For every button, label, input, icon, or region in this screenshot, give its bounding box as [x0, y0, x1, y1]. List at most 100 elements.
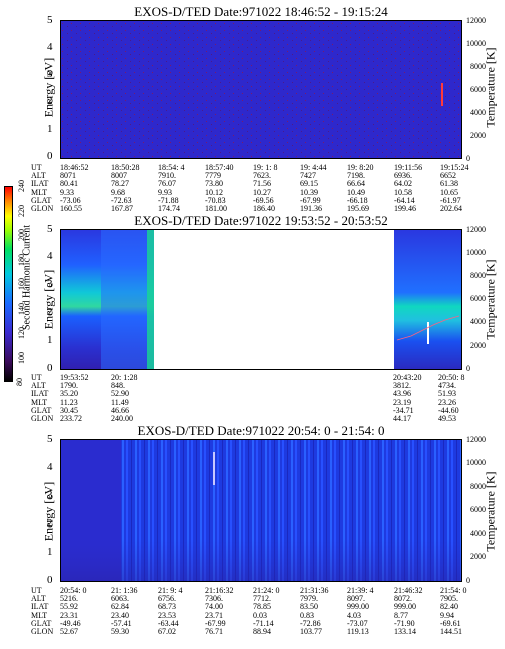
p2-cell-glat-0: 30.45	[60, 405, 78, 415]
p2-cell-ut-2: 20:43:20	[393, 373, 422, 382]
p1-cell-mlt-7: 10.58	[394, 187, 412, 197]
p3-ytick-4: 4	[47, 461, 53, 473]
p1-cell-mlt-4: 10.27	[253, 187, 271, 197]
p1-cell-alt-7: 6936.	[394, 171, 412, 181]
p3-y2tick-6000: 6000	[470, 505, 486, 514]
p3-cell-ilat-7: 999.00	[394, 602, 416, 612]
p1-cell-mlt-2: 9.93	[158, 187, 172, 197]
p3-cell-alt-6: 8097.	[347, 594, 365, 604]
p1-cell-alt-6: 7198.	[347, 171, 365, 181]
p2-y2tick-2000: 2000	[470, 341, 486, 350]
p3-y2tick-8000: 8000	[470, 482, 486, 491]
p1-cell-glon-4: 186.40	[253, 204, 275, 213]
p1-cell-ilat-2: 76.07	[158, 179, 176, 189]
p1-y2label: Temperature [K]	[483, 47, 498, 128]
p1-cell-ut-5: 19: 4:44	[300, 163, 327, 172]
panel3-title: EXOS-D/TED Date:971022 20:54: 0 - 21:54:…	[137, 423, 385, 438]
panel2-svg	[61, 230, 461, 369]
p1-label-glat: GLAT	[31, 195, 52, 205]
p3-cell-mlt-5: 0.83	[300, 610, 314, 620]
p3-cell-mlt-7: 8.77	[394, 610, 408, 620]
p1-cell-glon-1: 167.87	[111, 204, 133, 213]
p1-label-glon: GLON	[31, 204, 54, 214]
p3-cell-ilat-8: 82.40	[440, 602, 458, 612]
p1-cell-mlt-1: 9.68	[111, 187, 125, 197]
p1-cell-mlt-0: 9.33	[60, 187, 74, 197]
p3-cell-glon-4: 88.94	[253, 627, 271, 636]
p3-y2tick-2000: 2000	[470, 552, 486, 561]
p3-cell-ut-4: 21:24: 0	[253, 586, 280, 595]
p2-cell-ut-0: 19:53:52	[60, 373, 89, 382]
p3-cell-glat-5: -72.86	[300, 618, 321, 628]
p1-cell-glon-7: 199.46	[394, 204, 416, 213]
p2-cell-mlt-0: 11.23	[60, 397, 78, 407]
p2-cell-alt-2: 3812.	[393, 381, 411, 391]
p2-ytick-2: 2	[47, 306, 53, 318]
p2-ytick-5: 5	[47, 223, 53, 235]
p2-cell-ilat-2: 43.96	[393, 389, 411, 399]
p1-cell-mlt-8: 10.65	[440, 187, 458, 197]
p3-cell-mlt-6: 4.03	[347, 610, 361, 620]
p3-cell-ilat-0: 55.92	[60, 602, 78, 612]
p1-cell-glat-4: -69.56	[253, 195, 274, 205]
p2-cell-ilat-0: 35.20	[60, 389, 78, 399]
p3-cell-alt-0: 5216.	[60, 594, 78, 604]
p1-cell-alt-3: 7779	[205, 171, 221, 181]
p3-cell-ilat-2: 68.73	[158, 602, 176, 612]
p3-cell-glat-0: -49.46	[60, 618, 81, 628]
p3-y2tick-12000: 12000	[466, 435, 486, 444]
p1-cell-mlt-6: 10.49	[347, 187, 365, 197]
p3-cell-ilat-1: 62.84	[111, 602, 129, 612]
p2-label-glat: GLAT	[31, 405, 52, 415]
p3-cell-glon-2: 67.02	[158, 627, 176, 636]
p2-y2tick-4000: 4000	[470, 317, 486, 326]
colorbar-tick-240: 240	[17, 180, 26, 192]
p3-cell-glat-2: -63.44	[158, 618, 179, 628]
p2-y2tick-8000: 8000	[470, 271, 486, 280]
p1-ytick-0: 0	[47, 150, 53, 162]
p3-row-labels: UT ALT ILAT MLT GLAT GLON	[31, 586, 53, 636]
p2-left-bright	[101, 230, 154, 369]
p1-cell-glon-6: 195.69	[347, 204, 369, 213]
p2-y2tick-10000: 10000	[466, 248, 486, 257]
p1-row-labels: UT ALT ILAT MLT GLAT GLON	[31, 163, 54, 214]
p1-cell-ut-3: 18:57:40	[205, 163, 234, 172]
p1-label-mlt: MLT	[31, 187, 48, 197]
p2-cell-glat-1: 46.66	[111, 405, 129, 415]
p3-label-ilat: ILAT	[31, 602, 49, 612]
p3-cell-glat-3: -67.99	[205, 618, 226, 628]
p2-y2tick-12000: 12000	[466, 225, 486, 234]
p2-left-edge	[147, 230, 154, 369]
p2-cell-ilat-1: 52.90	[111, 389, 129, 399]
p3-label-ut: UT	[31, 586, 42, 595]
p1-label-ilat: ILAT	[31, 179, 49, 189]
p3-ytick-0: 0	[47, 574, 53, 586]
p3-cell-mlt-4: 0.03	[253, 610, 267, 620]
p3-y2tick-0: 0	[466, 576, 470, 585]
p3-y2tick-4000: 4000	[470, 529, 486, 538]
panel2-title: EXOS-D/TED Date:971022 19:53:52 - 20:53:…	[134, 213, 388, 228]
colorbar-tick-160: 160	[17, 278, 26, 290]
p2-cell-alt-0: 1790.	[60, 381, 78, 391]
p1-cell-alt-4: 7623.	[253, 171, 271, 181]
p1-cell-glon-3: 181.00	[205, 204, 227, 213]
p1-cell-ilat-0: 80.41	[60, 179, 78, 189]
p1-ytick-5: 5	[47, 14, 53, 26]
p1-ylabel: Energy [eV]	[41, 57, 56, 118]
p2-label-glon: GLON	[31, 414, 54, 424]
panel1-title: EXOS-D/TED Date:971022 18:46:52 - 19:15:…	[134, 4, 388, 19]
colorbar-tick-220: 220	[17, 204, 26, 217]
p1-cell-ut-0: 18:46:52	[60, 163, 89, 172]
colorbar-tick-180: 180	[17, 253, 26, 266]
p3-cell-alt-5: 7979.	[300, 594, 318, 604]
p1-cell-alt-0: 8071	[60, 171, 76, 181]
p1-cell-mlt-5: 10.39	[300, 187, 318, 197]
p1-y2tick-8000: 8000	[470, 62, 486, 71]
p1-ytick-1: 1	[47, 123, 53, 135]
p1-cell-alt-1: 8007	[111, 171, 127, 181]
p1-cell-ilat-3: 73.80	[205, 179, 223, 189]
p1-cell-ut-1: 18:50:28	[111, 163, 140, 172]
p3-cell-ut-1: 21: 1:36	[111, 586, 138, 595]
p3-cell-glon-5: 103.77	[300, 627, 322, 636]
p3-label-mlt: MLT	[31, 610, 48, 620]
